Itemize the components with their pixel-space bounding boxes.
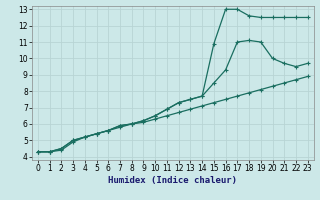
X-axis label: Humidex (Indice chaleur): Humidex (Indice chaleur) <box>108 176 237 185</box>
